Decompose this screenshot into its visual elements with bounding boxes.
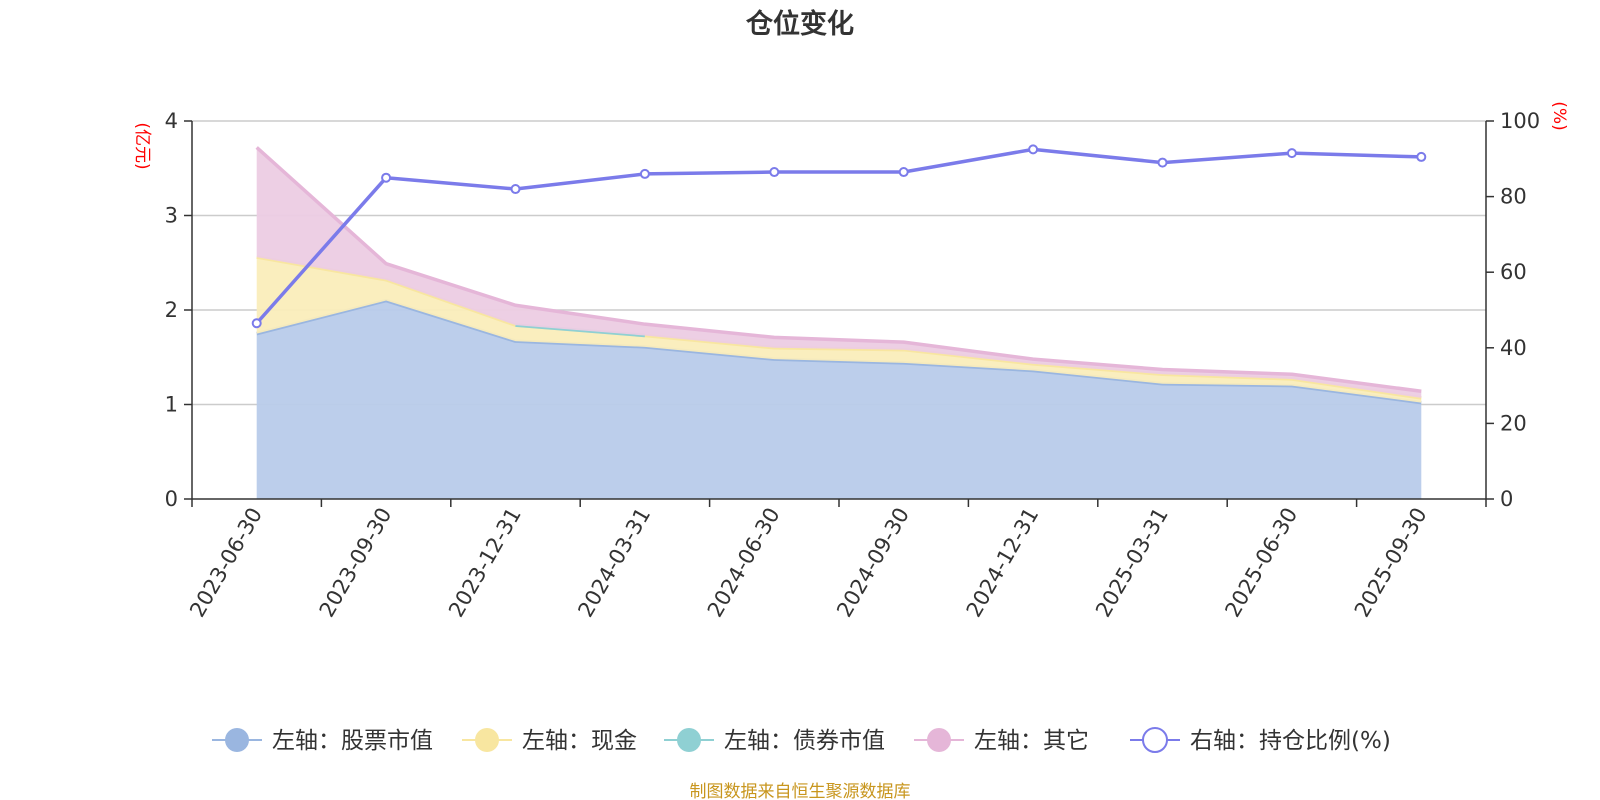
legend: 左轴：股票市值 左轴：现金 左轴：债券市值 左轴：其它 右轴：持仓比例(%) bbox=[212, 727, 1391, 754]
x-tick-label: 2023-09-30 bbox=[315, 503, 397, 621]
left-tick-label: 1 bbox=[165, 393, 178, 417]
right-tick-label: 40 bbox=[1500, 336, 1527, 360]
legend-marker-3 bbox=[927, 728, 951, 752]
holding-ratio-point bbox=[639, 168, 650, 179]
area-line-3 bbox=[255, 146, 1422, 394]
holding-ratio-point bbox=[898, 167, 909, 178]
left-tick-label: 2 bbox=[165, 298, 178, 322]
x-tick-label: 2025-03-31 bbox=[1091, 504, 1173, 622]
chart-title: 仓位变化 bbox=[745, 8, 854, 40]
x-tick-label: 2024-09-30 bbox=[832, 503, 914, 621]
right-tick-label: 100 bbox=[1500, 109, 1540, 133]
left-tick-label: 4 bbox=[165, 109, 178, 133]
holding-ratio-point bbox=[251, 318, 262, 329]
stacked-areas bbox=[255, 146, 1422, 499]
holding-ratio-point bbox=[381, 172, 392, 183]
legend-label-2: 左轴：债券市值 bbox=[724, 728, 885, 754]
legend-marker-4 bbox=[1142, 727, 1168, 753]
right-tick-label: 20 bbox=[1500, 411, 1527, 435]
holding-ratio-point bbox=[1157, 157, 1168, 168]
legend-marker-0 bbox=[225, 728, 249, 752]
x-tick-label: 2025-09-30 bbox=[1350, 504, 1432, 622]
holding-ratio-point bbox=[769, 167, 780, 178]
holding-ratio-point bbox=[1028, 144, 1039, 155]
x-tick-label: 2025-06-30 bbox=[1220, 504, 1302, 622]
area-3 bbox=[256, 147, 1422, 398]
holding-ratio-point bbox=[1416, 151, 1427, 162]
x-tick-label: 2023-12-31 bbox=[444, 504, 526, 622]
x-tick-label: 2024-06-30 bbox=[703, 504, 785, 622]
holding-ratio-series bbox=[251, 144, 1427, 329]
left-tick-label: 0 bbox=[165, 487, 178, 511]
legend-label-1: 左轴：现金 bbox=[522, 728, 637, 754]
x-tick-label: 2024-12-31 bbox=[962, 504, 1044, 622]
right-tick-label: 0 bbox=[1500, 487, 1513, 511]
right-axis-unit: (%) bbox=[1549, 101, 1569, 130]
holding-ratio-line bbox=[255, 147, 1422, 325]
legend-label-4: 右轴：持仓比例(%) bbox=[1190, 728, 1391, 754]
legend-label-0: 左轴：股票市值 bbox=[272, 728, 433, 754]
right-tick-label: 80 bbox=[1500, 185, 1527, 209]
right-tick-label: 60 bbox=[1500, 260, 1527, 284]
holding-ratio-point bbox=[510, 184, 521, 195]
x-tick-label: 2023-06-30 bbox=[185, 504, 267, 622]
legend-marker-1 bbox=[475, 728, 499, 752]
x-tick-label: 2024-03-31 bbox=[573, 504, 655, 622]
area-0 bbox=[256, 300, 1422, 499]
legend-marker-2 bbox=[677, 728, 701, 752]
holding-ratio-point bbox=[1286, 148, 1297, 159]
data-source-note: 制图数据来自恒生聚源数据库 bbox=[690, 782, 911, 800]
area-1 bbox=[256, 257, 1422, 403]
left-axis-unit: (亿元) bbox=[132, 122, 152, 169]
legend-label-3: 左轴：其它 bbox=[974, 728, 1089, 754]
left-tick-label: 3 bbox=[165, 204, 178, 228]
